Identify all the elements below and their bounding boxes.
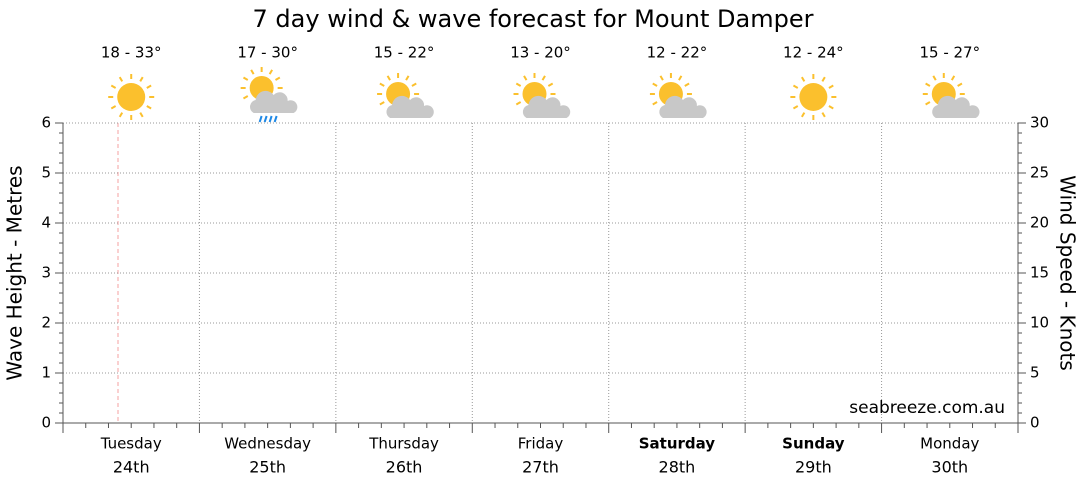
y2-tick-label: 25 <box>1030 164 1049 182</box>
sun-ray <box>515 82 522 87</box>
date-label: 26th <box>386 458 423 477</box>
cloud <box>932 95 980 118</box>
x-tick-label: Thursday <box>368 435 439 453</box>
sun-ray <box>792 84 799 89</box>
watermark: seabreeze.com.au <box>849 398 1005 418</box>
sun-ray <box>379 82 385 87</box>
sun-ray <box>250 69 255 75</box>
sun-ray <box>523 75 528 81</box>
y-tick-label: 6 <box>41 114 51 132</box>
x-tick-label: Wednesday <box>224 435 311 453</box>
temperature: 17 - 30° <box>237 44 298 62</box>
cloud <box>659 95 707 118</box>
temperature: 15 - 27° <box>919 44 980 62</box>
sun-ray <box>792 105 799 110</box>
sun-ray <box>828 84 834 89</box>
y2-tick-label: 5 <box>1030 364 1040 382</box>
y-tick-label: 1 <box>41 364 51 382</box>
sun-ray <box>957 82 963 87</box>
date-label: 27th <box>522 458 559 477</box>
weather-icon <box>108 74 155 120</box>
y-axis-label: Wave Height - Metres <box>3 165 27 380</box>
weather-icon <box>649 73 707 118</box>
sun-ray <box>800 112 806 118</box>
x-tick-label: Tuesday <box>100 435 162 453</box>
sun-ray <box>242 95 249 100</box>
weather-icon <box>377 73 434 118</box>
weather-icon <box>922 73 980 118</box>
sun-ray <box>146 105 152 110</box>
sun-ray <box>274 76 281 81</box>
cloud <box>386 95 434 118</box>
sun-ray <box>118 76 124 82</box>
sun-ray <box>652 82 658 87</box>
y-tick-label: 4 <box>41 214 51 232</box>
y-tick-label: 2 <box>41 314 51 332</box>
sun-ray <box>541 75 546 81</box>
x-tick-label: Monday <box>920 435 979 453</box>
sun <box>117 83 146 111</box>
sun-ray <box>547 82 554 87</box>
sun-ray <box>800 76 806 82</box>
sun-ray <box>242 76 249 81</box>
sun-ray <box>405 75 410 81</box>
sun-ray <box>515 101 522 106</box>
weather-icon <box>240 67 298 123</box>
sun-ray <box>118 112 124 118</box>
y2-axis-label: Wind Speed - Knots <box>1056 175 1080 371</box>
weather-icon <box>513 73 571 118</box>
date-label: 24th <box>113 458 150 477</box>
sun-ray <box>110 84 117 89</box>
y-tick-label: 5 <box>41 164 51 182</box>
cloud <box>522 95 571 118</box>
y-tick-label: 3 <box>41 264 51 282</box>
sun-ray <box>379 101 385 106</box>
sun-ray <box>659 75 664 81</box>
sun-ray <box>146 84 152 89</box>
sun-ray <box>828 105 834 110</box>
y2-tick-label: 20 <box>1030 214 1049 232</box>
date-label: 28th <box>659 458 696 477</box>
rain-drop <box>273 115 278 123</box>
temperature: 12 - 22° <box>647 44 708 62</box>
rain-drop <box>263 115 268 123</box>
sun-ray <box>821 76 826 82</box>
date-label: 30th <box>931 458 968 477</box>
y-tick-label: 0 <box>41 414 51 432</box>
chart-title: 7 day wind & wave forecast for Mount Dam… <box>253 5 814 33</box>
sun-ray <box>139 112 144 118</box>
sun-ray <box>652 101 658 106</box>
y2-tick-label: 10 <box>1030 314 1049 332</box>
sun-ray <box>110 105 117 110</box>
weather-icon <box>790 74 837 120</box>
x-tick-label: Saturday <box>639 435 716 453</box>
y2-tick-label: 30 <box>1030 114 1049 132</box>
temperature: 18 - 33° <box>101 44 162 62</box>
cloud <box>250 90 298 113</box>
sun-ray <box>411 82 417 87</box>
sun-ray <box>678 75 683 81</box>
sun <box>799 83 828 111</box>
sun-ray <box>925 101 931 106</box>
sun-ray <box>268 69 274 75</box>
sun-ray <box>821 112 826 118</box>
sun-ray <box>684 82 690 87</box>
sun-ray <box>386 75 391 81</box>
temperature: 12 - 24° <box>783 44 844 62</box>
sun-ray <box>932 75 937 81</box>
date-label: 29th <box>795 458 832 477</box>
y2-tick-label: 15 <box>1030 264 1049 282</box>
x-tick-label: Friday <box>518 435 564 453</box>
sun-ray <box>925 82 931 87</box>
temperature: 13 - 20° <box>510 44 571 62</box>
date-label: 25th <box>249 458 286 477</box>
x-tick-label: Sunday <box>782 435 845 453</box>
sun-ray <box>139 76 144 82</box>
sun-ray <box>950 75 956 81</box>
y2-tick-label: 0 <box>1030 414 1040 432</box>
temperature: 15 - 22° <box>374 44 435 62</box>
rain-drop <box>268 115 273 123</box>
rain-drop <box>258 115 263 123</box>
